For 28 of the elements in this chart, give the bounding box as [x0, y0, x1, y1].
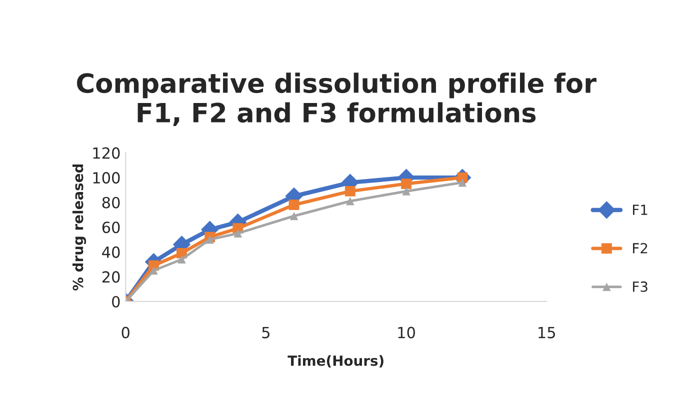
point	[346, 196, 354, 206]
y-tick-label: 60	[102, 222, 120, 234]
y-tick-label: 80	[102, 196, 120, 208]
x-axis-title: Time(Hours)	[288, 355, 384, 368]
point	[290, 212, 298, 220]
x-tick-label: 15	[538, 326, 555, 338]
point	[458, 178, 467, 187]
point	[344, 186, 356, 196]
chart-title: Comparative dissolution profile for F1, F2 and F3 formulations	[77, 72, 596, 126]
y-axis-title: % drug released	[72, 164, 86, 291]
y-tick-label: 40	[102, 246, 120, 258]
legend-label: F3	[633, 281, 648, 292]
point	[234, 229, 242, 238]
point	[150, 266, 158, 275]
point	[401, 178, 412, 189]
point	[402, 187, 410, 196]
y-tick-label: 120	[93, 147, 120, 159]
point	[178, 255, 186, 264]
x-tick-label: 5	[262, 326, 270, 338]
y-tick-label: 100	[93, 172, 120, 184]
point	[206, 235, 214, 244]
legend-label: F2	[633, 242, 648, 254]
point	[288, 200, 300, 210]
y-tick-label: 20	[102, 271, 120, 283]
y-tick-label: 0	[112, 296, 120, 308]
x-tick-label: 0	[122, 326, 130, 338]
legend-label: F1	[633, 204, 648, 215]
x-tick-label: 10	[398, 326, 415, 338]
